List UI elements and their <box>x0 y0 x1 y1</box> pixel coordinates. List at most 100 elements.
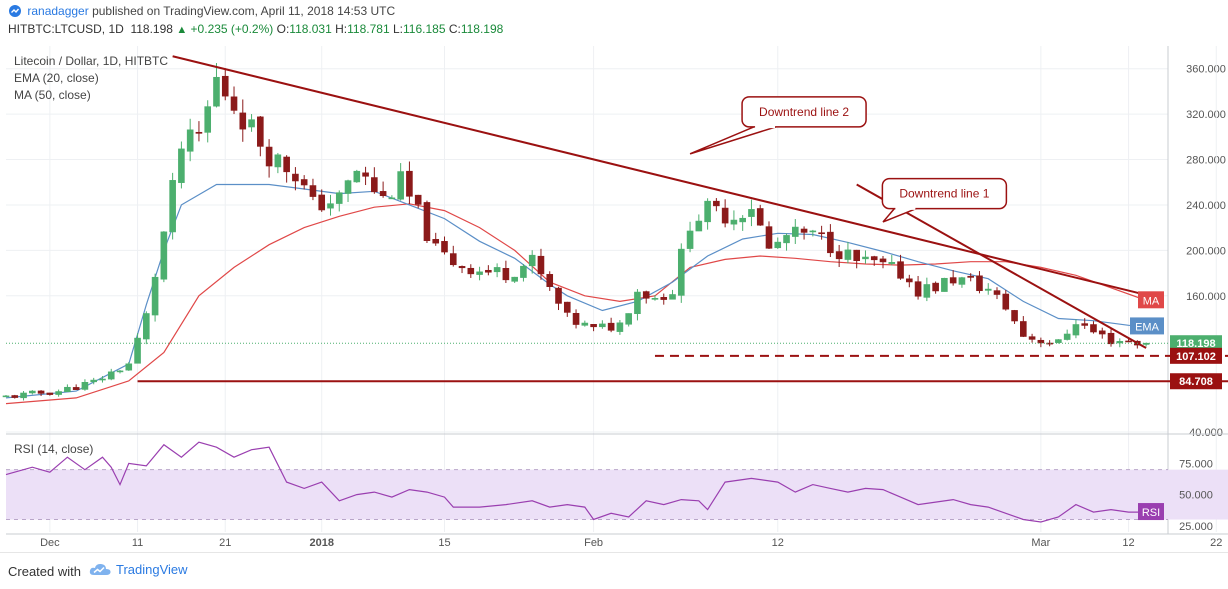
candle-body <box>72 387 80 390</box>
author-name[interactable]: ranadagger <box>27 4 89 18</box>
trendline-downtrend-line-2 <box>172 55 1164 301</box>
candle-body <box>99 378 106 381</box>
indicator-tag <box>1130 317 1164 335</box>
candle-body <box>335 192 343 204</box>
candle-body <box>265 146 273 167</box>
candle-body <box>300 179 308 186</box>
rsi-tag <box>1138 503 1164 521</box>
price-axis-value: 118.198 <box>1176 338 1215 350</box>
candle-body <box>283 156 290 173</box>
candle-body <box>1072 324 1080 336</box>
candle-body <box>90 379 97 383</box>
legend-rsi: RSI (14, close) <box>14 442 94 456</box>
high-value: 118.781 <box>347 22 390 36</box>
candle-body <box>791 226 799 237</box>
candle-body <box>292 173 299 182</box>
candle-body <box>379 191 387 197</box>
candle-body <box>221 75 229 97</box>
x-tick-label: 12 <box>1122 537 1134 549</box>
tradingview-brand-link[interactable]: TradingView <box>88 562 188 578</box>
candle-body <box>362 172 369 177</box>
x-tick-label: Feb <box>584 537 603 549</box>
candle-body <box>818 232 825 235</box>
tradingview-user-icon <box>9 5 21 17</box>
candle-body <box>441 241 448 253</box>
last-price: 118.198 <box>130 22 173 36</box>
y-tick-label: 160.000 <box>1186 291 1226 303</box>
candle-body <box>686 230 694 249</box>
candle-body <box>704 200 711 223</box>
candle-body <box>642 291 650 299</box>
candle-body <box>239 112 247 130</box>
candle-body <box>151 276 159 316</box>
candle-body <box>1011 310 1018 322</box>
x-tick-label: 11 <box>132 537 143 549</box>
price-axis-label <box>1170 347 1222 364</box>
candle-body <box>730 219 738 225</box>
candle-body <box>116 370 124 373</box>
candle-body <box>449 253 457 266</box>
y-tick-label: 240.000 <box>1186 200 1226 212</box>
candle-body <box>520 265 527 278</box>
candle-body <box>958 277 966 285</box>
footer-bar: Created with TradingView <box>0 552 1228 589</box>
candle-body <box>625 313 632 325</box>
created-with-text: Created with <box>8 564 81 579</box>
ohlc-strip: HITBTC:LTCUSD, 1D 118.198 ▲ +0.235 (+0.2… <box>8 22 503 36</box>
indicator-tag-label: MA <box>1143 295 1160 307</box>
candle-body <box>677 248 685 296</box>
indicator-tag <box>1138 291 1164 309</box>
candle-body <box>835 251 843 260</box>
x-tick-label: 15 <box>438 537 450 549</box>
candle-body <box>967 275 975 278</box>
callout-pointer <box>882 207 917 223</box>
up-arrow-icon: ▲ <box>176 24 188 36</box>
candle-body <box>476 271 483 275</box>
y-tick-label: 360.000 <box>1186 64 1226 76</box>
candle-body <box>765 226 773 249</box>
candle-body <box>800 228 808 233</box>
callout-label: Downtrend line 1 <box>899 187 989 201</box>
candle-body <box>55 391 62 395</box>
candle-body <box>923 284 931 298</box>
candle-body <box>160 231 168 280</box>
candle-body <box>783 235 790 244</box>
x-tick-label: 21 <box>219 537 231 549</box>
candle-body <box>809 230 817 233</box>
candle-body <box>581 322 589 326</box>
candle-body <box>213 76 220 107</box>
candle-body <box>827 231 834 254</box>
symbol-label: HITBTC:LTCUSD, 1D <box>8 22 124 36</box>
candle-body <box>976 275 983 292</box>
open-value: 118.031 <box>289 22 332 36</box>
tradingview-cloud-icon <box>89 563 111 575</box>
candle-body <box>528 254 536 267</box>
candle-body <box>546 274 554 287</box>
candle-body <box>248 119 255 128</box>
candle-body <box>651 298 659 300</box>
price-chart[interactable]: 360.000 320.000 280.000 240.000 200.000 160.0… <box>0 42 1228 552</box>
candle-body <box>774 241 782 249</box>
publish-info: ranadagger published on TradingView.com,… <box>8 4 395 18</box>
chart-area[interactable]: 360.000 320.000 280.000 240.000 200.000 160.0… <box>0 42 1228 552</box>
candle-body <box>932 282 939 292</box>
candle-body <box>467 267 475 275</box>
candle-body <box>906 278 913 283</box>
callout-label: Downtrend line 2 <box>759 105 849 119</box>
candle-body <box>257 116 264 147</box>
candle-body <box>756 208 764 226</box>
candle-body <box>721 207 729 224</box>
published-text: published on TradingView.com, April 11, … <box>92 4 396 18</box>
candle-body <box>406 170 413 197</box>
candle-body <box>853 249 860 261</box>
y-tick-label: 320.000 <box>1186 109 1226 121</box>
candle-body <box>748 209 755 217</box>
x-tick-label: Mar <box>1031 537 1050 549</box>
candle-body <box>862 256 869 260</box>
candle-body <box>353 170 361 183</box>
candle-body <box>20 392 27 399</box>
candle-body <box>1107 332 1115 345</box>
candle-body <box>1063 333 1071 340</box>
x-tick-label: Dec <box>40 537 60 549</box>
tradingview-brand: TradingView <box>116 562 188 577</box>
